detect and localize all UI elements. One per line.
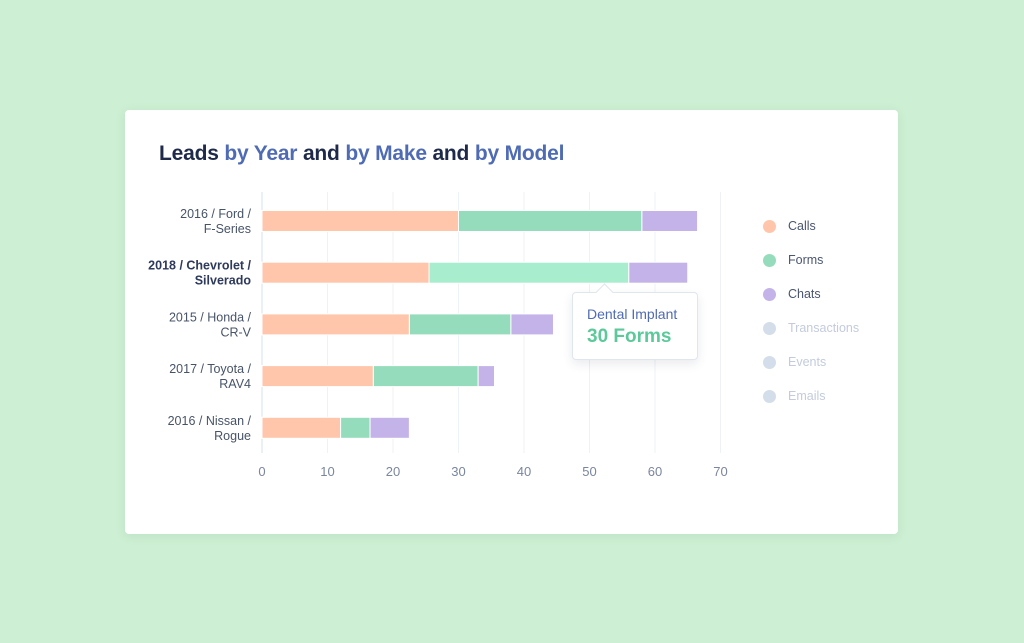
bar-segment-calls xyxy=(261,313,410,336)
x-tick-label: 40 xyxy=(517,464,531,479)
legend-dot xyxy=(763,254,776,267)
legend-label: Calls xyxy=(788,219,816,233)
title-accent-model: by Model xyxy=(474,142,565,165)
legend-dot xyxy=(763,322,776,335)
y-category-label: 2015 / Honda / CR-V xyxy=(169,310,252,339)
title-accent-make: by Make xyxy=(345,142,427,165)
bar-segment-calls xyxy=(261,416,342,439)
title-word-leads: Leads xyxy=(159,142,219,165)
title-word-and: and xyxy=(432,142,470,165)
bar-segment-forms xyxy=(340,416,371,439)
legend-label: Emails xyxy=(788,389,826,403)
bar-segment-forms xyxy=(428,261,630,284)
x-tick-label: 0 xyxy=(258,464,265,479)
x-tick-label: 70 xyxy=(713,464,727,479)
bar-segment-chats xyxy=(628,261,689,284)
bar-segment-forms xyxy=(372,365,479,388)
chart-tooltip: Dental Implant 30 Forms xyxy=(572,292,698,360)
chart-card: Leads by Year and by Make and by Model 0… xyxy=(125,110,898,534)
bar-segment-calls xyxy=(261,365,374,388)
bar-segment-forms xyxy=(458,210,643,232)
title-accent-year: by Year xyxy=(224,142,298,165)
stacked-bar-chart: 0 10 20 30 40 50 60 70 2016 / Ford / F-Series 2018… xyxy=(148,192,728,479)
title-word-and: and xyxy=(302,142,340,165)
legend-dot xyxy=(763,356,776,369)
legend-dot xyxy=(763,288,776,301)
legend-dot xyxy=(763,220,776,233)
y-category-label: 2016 / Ford / F-Series xyxy=(180,207,251,236)
bar-segment-forms xyxy=(408,313,512,336)
legend-label: Transactions xyxy=(788,321,860,335)
tooltip-value: 30 Forms xyxy=(587,326,672,347)
legend-label: Forms xyxy=(788,253,824,267)
y-category-label: 2016 / Nissan / Rogue xyxy=(168,414,252,443)
bar-segment-chats xyxy=(477,365,496,388)
x-tick-label: 10 xyxy=(320,464,334,479)
legend-label: Chats xyxy=(788,287,821,301)
bar-segment-chats xyxy=(641,210,699,232)
bar-segment-chats xyxy=(369,416,410,439)
y-category-label: 2018 / Chevrolet / Silverado xyxy=(148,259,251,288)
x-tick-label: 30 xyxy=(451,464,465,479)
chart-title: Leads by Year and by Make and by Model xyxy=(159,142,564,166)
y-category-label: 2017 / Toyota / RAV4 xyxy=(169,362,251,391)
legend-dot xyxy=(763,390,776,403)
x-tick-label: 50 xyxy=(582,464,596,479)
bar-segment-calls xyxy=(261,210,459,232)
x-tick-label: 20 xyxy=(386,464,400,479)
tooltip-title: Dental Implant xyxy=(587,306,678,322)
legend-label: Events xyxy=(788,355,827,369)
bar-segment-chats xyxy=(510,313,554,336)
x-tick-label: 60 xyxy=(648,464,662,479)
bar-segment-calls xyxy=(261,261,430,284)
